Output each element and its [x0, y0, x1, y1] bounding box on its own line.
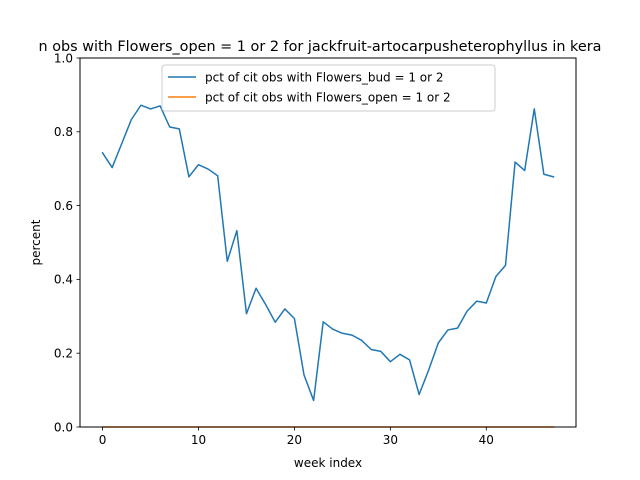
x-tick-label: 10: [191, 433, 206, 447]
legend-label-1: pct of cit obs with Flowers_bud = 1 or 2: [205, 71, 444, 85]
axis-layer: 0 10 20 30 40 0.0 0.2 0.4 0.6 0.8 1.0: [54, 51, 494, 447]
y-tick-label: 0.2: [54, 347, 73, 361]
x-axis-label: week index: [294, 456, 362, 470]
y-tick-label: 0.4: [54, 273, 73, 287]
legend: pct of cit obs with Flowers_bud = 1 or 2…: [161, 64, 496, 112]
x-tick-label: 40: [479, 433, 494, 447]
series-line-1: [101, 104, 555, 402]
y-tick-label: 1.0: [54, 51, 73, 65]
plot-frame: [79, 57, 577, 428]
legend-label-2: pct of cit obs with Flowers_open = 1 or …: [205, 91, 451, 105]
legend-box: [161, 64, 496, 112]
chart-title: n obs with Flowers_open = 1 or 2 for jac…: [39, 39, 602, 55]
x-tick-label: 30: [383, 433, 398, 447]
y-tick-label: 0.0: [54, 420, 73, 434]
y-tick-label: 0.8: [54, 125, 73, 139]
y-axis-label: percent: [29, 219, 43, 265]
x-tick-label: 20: [287, 433, 302, 447]
y-tick-label: 0.6: [54, 199, 73, 213]
x-tick-label: 0: [99, 433, 107, 447]
